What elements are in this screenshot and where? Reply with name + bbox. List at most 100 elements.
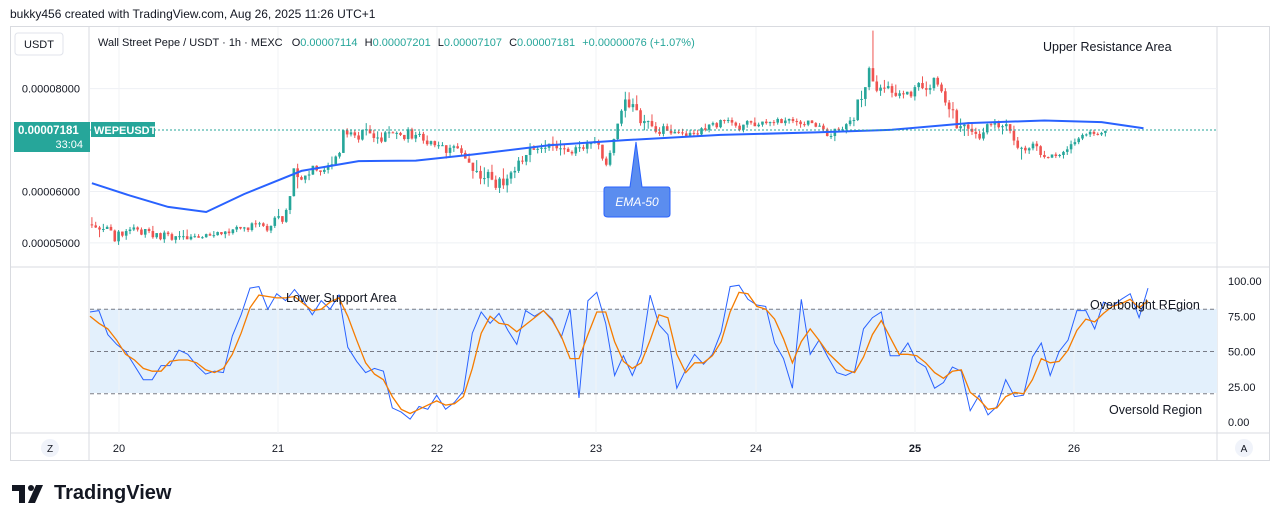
candle-body [345,130,349,135]
time-tick-label: 25 [909,443,921,455]
lower-support-label: Lower Support Area [286,291,397,305]
stoch-tick-label: 100.00 [1228,276,1262,288]
candle-body [342,130,345,153]
candle-body [749,121,753,123]
candle-body [566,148,570,152]
candle-body [806,120,810,125]
candle-body [624,99,627,111]
legend-high: 0.00007201 [373,37,431,49]
candle-body [204,234,208,238]
candle-body [193,236,197,238]
candle-body [490,171,494,180]
candle-body [372,133,376,139]
candle-body [1081,134,1084,139]
candle-body [1065,149,1069,152]
legend-h-label: H [365,37,373,49]
candle-body [582,147,585,149]
candle-body [513,170,517,173]
candle-body [803,124,806,126]
price-tick-label: 0.00006000 [22,186,80,198]
candle-body [532,148,536,150]
candle-body [909,91,913,97]
candle-body [410,129,414,139]
tradingview-footer: TradingView [12,482,171,505]
candle-body [1039,146,1042,155]
candle-body [742,124,745,130]
candle-body [220,232,223,235]
candle-body [399,132,402,135]
candle-body [616,123,619,140]
candle-body [250,223,254,231]
candle-body [319,170,322,172]
candle-body [231,229,235,234]
candle-body [894,92,898,96]
candle-body [303,175,307,180]
overbought-label: Overbought REgion [1090,298,1200,312]
candle-body [281,216,284,222]
candle-body [1073,142,1077,145]
auto-scale-button-bg[interactable] [1235,439,1253,457]
candle-body [357,135,360,140]
candle-body [639,110,642,124]
candle-body [677,131,680,133]
candle-body [1085,134,1088,136]
candle-body [1062,151,1065,155]
candle-body [589,143,593,145]
candle-body [307,174,311,176]
candle-body [780,119,783,124]
candle-body [658,131,661,134]
candle-body [940,84,943,92]
candle-body [799,121,802,125]
candle-body [928,88,932,90]
candle-body [452,146,456,148]
candle-body [102,228,105,230]
chart-frame [10,26,1270,461]
candle-body [921,83,924,89]
candle-body [170,234,174,240]
candle-body [696,133,699,135]
candle-body [982,132,985,139]
candle-body [486,171,490,179]
stoch-tick-label: 50.00 [1228,347,1256,359]
candles [90,30,1107,245]
stoch-tick-label: 25.00 [1228,382,1256,394]
candle-body [776,119,780,123]
candle-body [1031,143,1035,149]
candle-body [787,119,791,121]
candle-body [105,226,109,229]
candle-body [517,160,520,171]
candle-body [90,224,94,226]
currency-button-bg[interactable] [14,32,64,56]
time-tick-label: 22 [431,443,443,455]
candle-body [890,86,894,93]
candle-body [159,233,162,240]
auto-scale-button[interactable]: A [1241,444,1248,455]
candle-body [692,132,696,134]
candle-body [879,87,882,91]
candle-body [681,132,684,134]
candle-body [715,123,719,128]
candle-body [844,124,848,130]
zoom-button[interactable]: Z [47,444,53,455]
candle-body [254,223,258,225]
candle-body [368,129,372,134]
legend-l-label: L [438,37,444,49]
candle-body [650,121,654,127]
candle-body [448,147,452,153]
ticker-tag: WEPEUSDT [94,125,157,137]
currency-button[interactable]: USDT [24,39,54,51]
candle-body [757,124,760,127]
candle-body [387,132,391,134]
candle-body [707,124,711,130]
candle-body [162,232,166,240]
candle-body [768,122,772,124]
zoom-button-bg[interactable] [41,439,59,457]
candle-body [818,125,821,127]
ticker-tag-bg [91,122,155,137]
candle-body [1069,144,1073,150]
time-tick-label: 21 [272,443,284,455]
candle-body [620,110,623,124]
candle-body [201,237,204,239]
candle-body [391,132,395,134]
